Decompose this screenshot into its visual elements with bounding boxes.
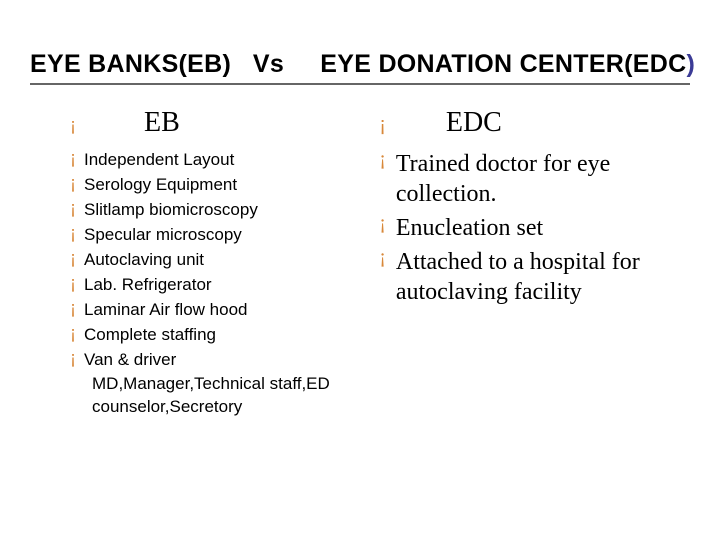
- list-item: ¡ Slitlamp biomicroscopy: [70, 199, 373, 222]
- list-item: ¡ Independent Layout: [70, 149, 373, 172]
- circle-bullet-icon: ¡: [379, 247, 386, 267]
- circle-bullet-icon: ¡: [70, 249, 76, 267]
- circle-bullet-icon: ¡: [70, 224, 76, 242]
- left-header-row: ¡ EB: [70, 107, 373, 139]
- circle-bullet-icon: ¡: [70, 324, 76, 342]
- list-item-text: Specular microscopy: [84, 224, 242, 247]
- circle-bullet-icon: ¡: [70, 299, 76, 317]
- list-item-text: Autoclaving unit: [84, 249, 204, 272]
- title-text: EYE BANKS(EB) Vs EYE DONATION CENTER(EDC: [30, 50, 686, 78]
- circle-bullet-icon: ¡: [379, 213, 386, 233]
- circle-bullet-icon: ¡: [70, 116, 76, 134]
- list-item-text: Laminar Air flow hood: [84, 299, 247, 322]
- right-column: ¡ EDC ¡ Trained doctor for eye collection…: [373, 107, 690, 419]
- list-item: ¡ Attached to a hospital for autoclaving …: [379, 247, 690, 307]
- list-item: ¡ Serology Equipment: [70, 174, 373, 197]
- left-header: EB: [84, 107, 180, 139]
- circle-bullet-icon: ¡: [70, 174, 76, 192]
- list-item-text: Lab. Refrigerator: [84, 274, 212, 297]
- circle-bullet-icon: ¡: [70, 199, 76, 217]
- slide: EYE BANKS(EB) Vs EYE DONATION CENTER(EDC…: [0, 0, 720, 540]
- list-item: ¡ Laminar Air flow hood: [70, 299, 373, 322]
- list-item-text: Attached to a hospital for autoclaving f…: [396, 247, 690, 307]
- list-item-text: Trained doctor for eye collection.: [396, 149, 690, 209]
- slide-title: EYE BANKS(EB) Vs EYE DONATION CENTER(EDC…: [30, 50, 690, 79]
- left-note: MD,Manager,Technical staff,ED counselor,…: [92, 373, 373, 419]
- list-item-text: Independent Layout: [84, 149, 234, 172]
- columns: ¡ EB ¡ Independent Layout ¡ Serology Equip…: [30, 107, 690, 419]
- list-item: ¡ Complete staffing: [70, 324, 373, 347]
- list-item-text: Serology Equipment: [84, 174, 237, 197]
- right-list: ¡ Trained doctor for eye collection. ¡ Enu…: [379, 149, 690, 307]
- list-item: ¡ Specular microscopy: [70, 224, 373, 247]
- circle-bullet-icon: ¡: [70, 149, 76, 167]
- title-underline: [30, 83, 690, 85]
- list-item-text: Complete staffing: [84, 324, 216, 347]
- circle-bullet-icon: ¡: [70, 274, 76, 292]
- list-item-text: Enucleation set: [396, 213, 543, 243]
- list-item: ¡ Enucleation set: [379, 213, 690, 243]
- right-header-row: ¡ EDC: [379, 107, 690, 139]
- circle-bullet-icon: ¡: [379, 115, 386, 135]
- list-item: ¡ Trained doctor for eye collection.: [379, 149, 690, 209]
- list-item-text: Slitlamp biomicroscopy: [84, 199, 258, 222]
- list-item: ¡ Lab. Refrigerator: [70, 274, 373, 297]
- title-paren-close: ): [686, 50, 695, 78]
- right-header: EDC: [396, 107, 502, 139]
- list-item: ¡ Autoclaving unit: [70, 249, 373, 272]
- left-column: ¡ EB ¡ Independent Layout ¡ Serology Equip…: [30, 107, 373, 419]
- circle-bullet-icon: ¡: [70, 349, 76, 367]
- list-item: ¡ Van & driver: [70, 349, 373, 372]
- left-list: ¡Independent Layout ¡Serology Equipment …: [70, 149, 373, 371]
- circle-bullet-icon: ¡: [379, 149, 386, 169]
- list-item-text: Van & driver: [84, 349, 176, 372]
